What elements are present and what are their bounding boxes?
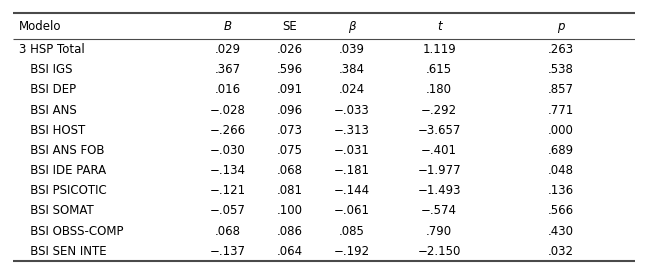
Text: .064: .064: [277, 245, 303, 258]
Text: .180: .180: [426, 84, 452, 96]
Text: .538: .538: [548, 63, 573, 76]
Text: Modelo: Modelo: [19, 20, 62, 33]
Text: −.134: −.134: [209, 164, 246, 177]
Text: −1.977: −1.977: [417, 164, 461, 177]
Text: .566: .566: [548, 205, 573, 217]
Text: −.033: −.033: [334, 104, 370, 117]
Text: .091: .091: [277, 84, 303, 96]
Text: .384: .384: [339, 63, 365, 76]
Text: −.401: −.401: [421, 144, 457, 157]
Text: p: p: [557, 20, 564, 33]
Text: .100: .100: [277, 205, 303, 217]
Text: .596: .596: [277, 63, 303, 76]
Text: BSI SEN INTE: BSI SEN INTE: [19, 245, 107, 258]
Text: −.057: −.057: [210, 205, 246, 217]
Text: BSI IGS: BSI IGS: [19, 63, 73, 76]
Text: BSI ANS FOB: BSI ANS FOB: [19, 144, 105, 157]
Text: B: B: [224, 20, 231, 33]
Text: .073: .073: [277, 124, 303, 137]
Text: .689: .689: [548, 144, 573, 157]
Text: −2.150: −2.150: [417, 245, 461, 258]
Text: .048: .048: [548, 164, 573, 177]
Text: −.137: −.137: [209, 245, 246, 258]
Text: .790: .790: [426, 225, 452, 237]
Text: .024: .024: [339, 84, 365, 96]
Text: .263: .263: [548, 43, 573, 56]
Text: .367: .367: [214, 63, 240, 76]
Text: −.061: −.061: [334, 205, 370, 217]
Text: t: t: [437, 20, 441, 33]
Text: BSI DEP: BSI DEP: [19, 84, 76, 96]
Text: .615: .615: [426, 63, 452, 76]
Text: BSI HOST: BSI HOST: [19, 124, 86, 137]
Text: .096: .096: [277, 104, 303, 117]
Text: −.266: −.266: [209, 124, 246, 137]
Text: .000: .000: [548, 124, 573, 137]
Text: −3.657: −3.657: [417, 124, 461, 137]
Text: .857: .857: [548, 84, 573, 96]
Text: −.192: −.192: [334, 245, 370, 258]
Text: .081: .081: [277, 184, 303, 197]
Text: .430: .430: [548, 225, 573, 237]
Text: .026: .026: [277, 43, 303, 56]
Text: −.121: −.121: [209, 184, 246, 197]
Text: BSI PSICOTIC: BSI PSICOTIC: [19, 184, 107, 197]
Text: 1.119: 1.119: [422, 43, 456, 56]
Text: −.292: −.292: [421, 104, 457, 117]
Text: −.181: −.181: [334, 164, 370, 177]
Text: .068: .068: [277, 164, 303, 177]
Text: β: β: [348, 20, 356, 33]
Text: −.144: −.144: [334, 184, 370, 197]
Text: .085: .085: [339, 225, 365, 237]
Text: BSI OBSS-COMP: BSI OBSS-COMP: [19, 225, 124, 237]
Text: −1.493: −1.493: [417, 184, 461, 197]
Text: −.030: −.030: [210, 144, 246, 157]
Text: .039: .039: [339, 43, 365, 56]
Text: 3 HSP Total: 3 HSP Total: [19, 43, 85, 56]
Text: .771: .771: [548, 104, 573, 117]
Text: .032: .032: [548, 245, 573, 258]
Text: BSI IDE PARA: BSI IDE PARA: [19, 164, 106, 177]
Text: SE: SE: [283, 20, 297, 33]
Text: .136: .136: [548, 184, 573, 197]
Text: BSI ANS: BSI ANS: [19, 104, 77, 117]
Text: −.028: −.028: [210, 104, 246, 117]
Text: .068: .068: [214, 225, 240, 237]
Text: .016: .016: [214, 84, 240, 96]
Text: −.031: −.031: [334, 144, 370, 157]
Text: .075: .075: [277, 144, 303, 157]
Text: .029: .029: [214, 43, 240, 56]
Text: BSI SOMAT: BSI SOMAT: [19, 205, 94, 217]
Text: .086: .086: [277, 225, 303, 237]
Text: −.574: −.574: [421, 205, 457, 217]
Text: −.313: −.313: [334, 124, 370, 137]
